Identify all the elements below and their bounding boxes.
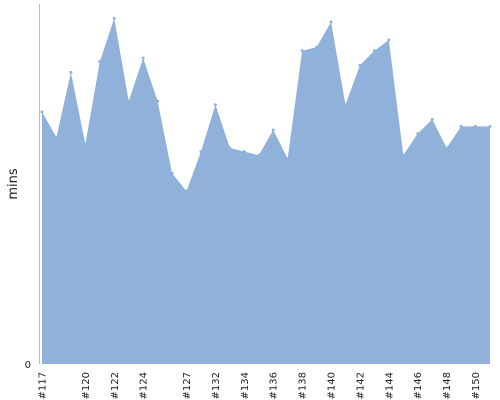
data-point-136 (271, 128, 275, 132)
data-point-147 (430, 117, 434, 121)
y-axis-label: mins (6, 168, 21, 200)
data-point-145 (401, 153, 405, 157)
x-tick-label-132: #132 (211, 372, 222, 399)
data-point-142 (358, 63, 362, 67)
data-point-141 (343, 103, 347, 107)
data-point-124 (141, 56, 145, 60)
plot-area (40, 16, 492, 365)
data-point-143 (372, 49, 376, 53)
data-point-123 (127, 99, 131, 103)
data-point-120 (83, 142, 87, 146)
data-point-146 (416, 132, 420, 136)
x-tick-label-142: #142 (355, 372, 366, 399)
data-point-133 (228, 146, 232, 150)
x-tick-label-140: #140 (327, 372, 338, 399)
data-point-140 (329, 20, 333, 24)
x-tick-label-122: #122 (110, 372, 121, 399)
x-tick-label-117: #117 (38, 372, 49, 399)
data-point-128 (199, 150, 203, 154)
x-tick-label-134: #134 (240, 372, 251, 399)
x-tick-label-124: #124 (139, 372, 150, 399)
data-point-149 (459, 124, 463, 128)
data-point-132 (213, 103, 217, 107)
data-point-144 (387, 38, 391, 42)
x-tick-label-150: #150 (471, 372, 482, 399)
data-point-137 (286, 157, 290, 161)
x-tick-label-136: #136 (269, 372, 280, 399)
data-point-148 (445, 146, 449, 150)
data-point-150 (474, 124, 478, 128)
data-point-151 (488, 124, 492, 128)
x-tick-label-120: #120 (81, 372, 92, 399)
y-tick-label-0: 0 (25, 360, 31, 371)
x-tick-label-148: #148 (442, 372, 453, 399)
x-tick-label-146: #146 (413, 372, 424, 399)
data-point-118 (54, 135, 58, 139)
data-point-138 (300, 49, 304, 53)
data-point-134 (242, 150, 246, 154)
area-series (42, 18, 490, 365)
data-point-126 (170, 171, 174, 175)
data-point-117 (40, 110, 44, 114)
data-point-127 (185, 189, 189, 193)
data-point-139 (315, 45, 319, 49)
data-point-122 (112, 16, 116, 20)
data-point-119 (69, 70, 73, 74)
data-point-135 (257, 153, 261, 157)
x-tick-label-127: #127 (182, 372, 193, 399)
data-point-121 (98, 60, 102, 64)
x-tick-label-138: #138 (298, 372, 309, 399)
x-tick-label-144: #144 (384, 372, 395, 399)
x-tick-labels: #117 #120 #122 #124 #127 #132 #134 #136 #138 #140… (38, 372, 483, 399)
data-point-125 (156, 99, 160, 103)
